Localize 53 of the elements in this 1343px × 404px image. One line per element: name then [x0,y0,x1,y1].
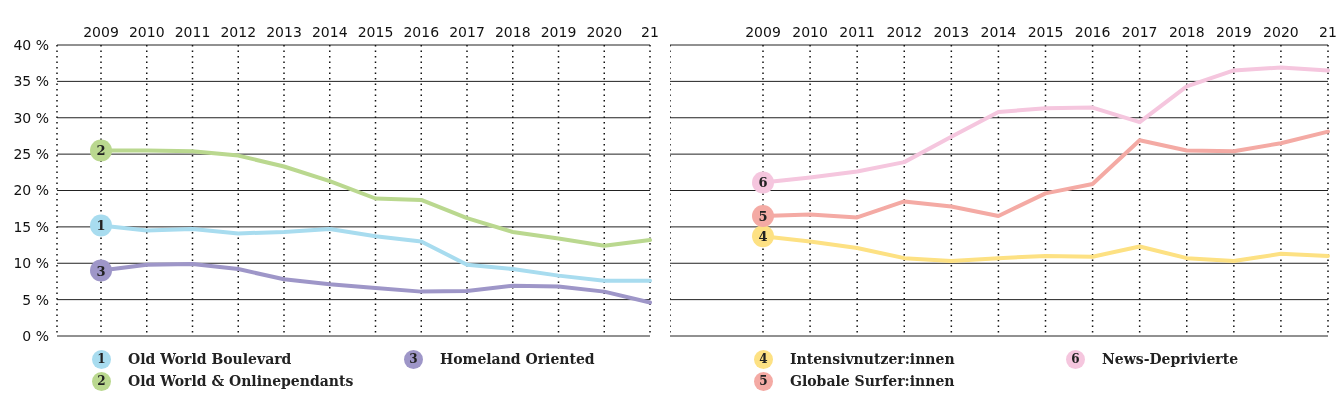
legend-label: Old World Boulevard [128,351,292,367]
annotation: 3 [96,263,106,279]
y-tick-label: 40 % [13,36,49,53]
x-tick-label: 2017 [1121,24,1158,40]
x-tick-label: 2020 [1263,24,1299,40]
x-tick-label: 2013 [266,24,302,40]
x-tick-label: 2009 [745,24,781,40]
annotation: 6 [758,175,768,191]
x-tick-label: 2012 [886,24,923,40]
legend-label: News-Deprivierte [1102,351,1239,367]
legend-label: Homeland Oriented [440,351,595,367]
x-tick-label: 2009 [83,24,119,40]
x-tick-label: 21 [1319,24,1337,40]
annotation: 2 [96,143,106,159]
legend-label: Intensivnutzer:innen [790,351,955,367]
annotation: 1 [96,218,106,234]
text: 1 [97,352,106,366]
x-tick-label: 2016 [403,24,440,40]
x-tick-label: 2012 [220,24,257,40]
x-tick-label: 2018 [1168,24,1205,40]
y-tick-label: 5 % [22,291,49,308]
x-tick-label: 2010 [792,24,828,40]
x-tick-label: 2018 [494,24,531,40]
y-tick-label: 25 % [13,146,49,163]
y-tick-label: 15 % [13,218,49,235]
x-tick-label: 2011 [839,24,875,40]
x-tick-label: 2020 [586,24,623,40]
legend-label: Globale Surfer:innen [790,373,955,389]
legend-label: Old World & Onlinependants [128,373,354,389]
y-tick-label: 30 % [13,109,49,126]
text: 4 [759,352,768,366]
x-tick-label: 2015 [357,24,394,40]
text: 2 [97,374,106,388]
text: 6 [1071,352,1080,366]
y-tick-label: 20 % [13,182,49,199]
x-tick-label: 21 [641,24,659,40]
x-tick-label: 2010 [128,24,165,40]
y-tick-label: 10 % [13,255,49,272]
x-tick-label: 2013 [933,24,970,40]
text: 5 [759,374,768,388]
x-tick-label: 2019 [540,24,577,40]
x-tick-label: 2014 [980,24,1017,40]
x-tick-label: 2017 [449,24,485,40]
annotation: 5 [758,208,768,224]
text: 3 [409,352,418,366]
x-tick-label: 2014 [311,24,348,40]
annotation: 4 [758,229,768,245]
x-tick-label: 2011 [174,24,211,40]
x-tick-label: 2015 [1027,24,1064,40]
y-tick-label: 35 % [13,73,49,90]
y-tick-label: 0 % [22,327,49,344]
x-tick-label: 2016 [1074,24,1111,40]
x-tick-label: 2019 [1216,24,1252,40]
